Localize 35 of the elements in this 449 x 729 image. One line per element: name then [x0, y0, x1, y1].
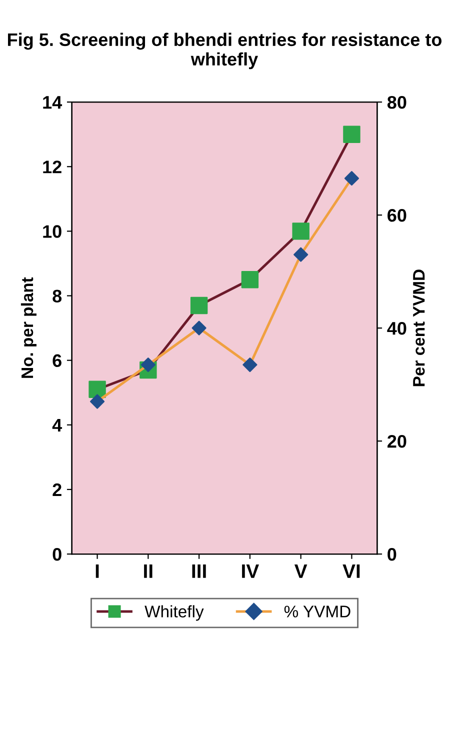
legend-label: Whitefly: [144, 605, 204, 621]
point: [140, 357, 156, 372]
y2-axis-title: Per cent YVMD: [413, 270, 425, 386]
x-tick-label: III: [192, 564, 206, 578]
x-tick-label: VI: [342, 564, 360, 578]
y-tick-label: 12: [43, 160, 62, 174]
legend-label: % YVMD: [284, 606, 350, 618]
point: [294, 247, 308, 262]
x-tick-label: V: [294, 564, 308, 578]
point: [90, 394, 105, 409]
y2-tick-label: 80: [387, 96, 406, 109]
y2-tick-label: 0: [388, 548, 396, 561]
y-axis-title: No. per plant: [20, 277, 36, 378]
point: [241, 271, 259, 288]
point: [190, 296, 208, 314]
y-tick-label: 2: [52, 483, 62, 496]
y-tick-label: 14: [43, 96, 62, 109]
point: [88, 380, 106, 398]
point: [343, 126, 360, 143]
chart-title: Fig 5. Screening of bhendi entries for resistance to whitefly: [8, 32, 442, 70]
point: [242, 357, 258, 372]
y2-tick-label: 20: [388, 434, 406, 448]
x-tick-label: I: [96, 564, 99, 578]
y-tick-label: 10: [43, 225, 62, 238]
y-tick-label: 0: [52, 548, 62, 561]
y-tick-label: 8: [52, 290, 62, 302]
point: [292, 222, 310, 240]
x-tick-label: IV: [242, 564, 259, 578]
y-tick-label: 6: [52, 354, 62, 368]
x-tick-label: II: [144, 564, 152, 578]
point: [344, 171, 359, 186]
point: [192, 320, 206, 336]
y-tick-label: 4: [52, 419, 62, 432]
y2-tick-label: 40: [387, 322, 406, 335]
y2-tick-label: 60: [388, 208, 406, 222]
